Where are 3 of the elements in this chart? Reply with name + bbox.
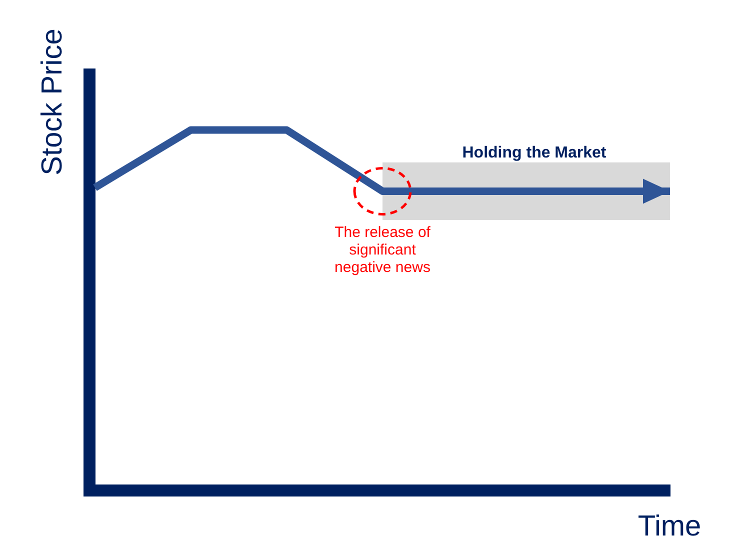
y-axis-title: Stock Price xyxy=(36,28,68,176)
annotation: The release of significant negative news xyxy=(334,224,432,276)
x-axis-title: Time xyxy=(638,510,702,542)
